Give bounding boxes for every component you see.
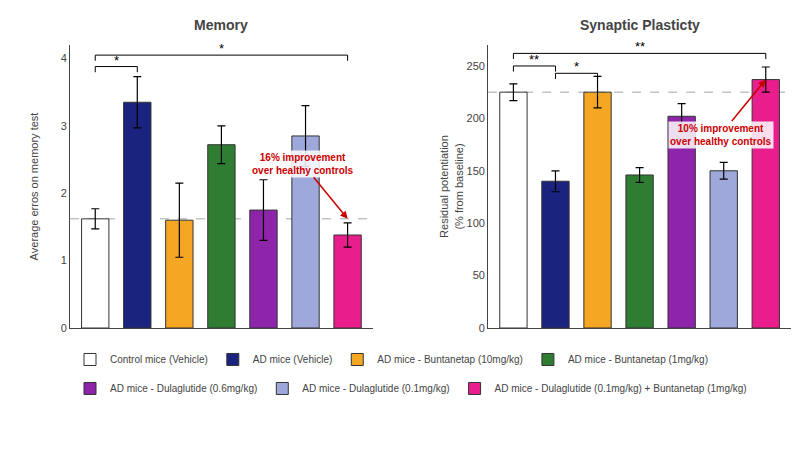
- svg-text:250: 250: [467, 60, 485, 72]
- svg-text:150: 150: [467, 165, 485, 177]
- svg-text:AD mice - Buntanetap (1mg/kg): AD mice - Buntanetap (1mg/kg): [568, 354, 708, 365]
- svg-text:Synaptic Plasticty: Synaptic Plasticty: [580, 17, 700, 33]
- svg-text:AD mice - Dulaglutide (0.1mg/k: AD mice - Dulaglutide (0.1mg/kg): [302, 383, 449, 394]
- svg-text:10% improvementover healthy co: 10% improvementover healthy controls: [670, 123, 772, 147]
- svg-text:AD mice (Vehicle): AD mice (Vehicle): [253, 354, 332, 365]
- svg-text:4: 4: [61, 52, 67, 64]
- svg-text:100: 100: [467, 217, 485, 229]
- svg-text:50: 50: [473, 269, 485, 281]
- svg-text:**: **: [529, 52, 539, 67]
- svg-text:2: 2: [61, 187, 67, 199]
- svg-text:AD mice - Buntanetap (10mg/kg): AD mice - Buntanetap (10mg/kg): [377, 354, 523, 365]
- svg-text:0: 0: [61, 322, 67, 334]
- svg-text:*: *: [114, 53, 119, 68]
- svg-text:Control mice (Vehicle): Control mice (Vehicle): [110, 354, 208, 365]
- svg-text:*: *: [574, 59, 579, 74]
- svg-text:Average erros on memory test: Average erros on memory test: [28, 113, 40, 261]
- svg-text:**: **: [635, 39, 645, 54]
- svg-text:3: 3: [61, 120, 67, 132]
- svg-text:AD mice - Dulaglutide (0.6mg/k: AD mice - Dulaglutide (0.6mg/kg): [110, 383, 257, 394]
- svg-text:1: 1: [61, 254, 67, 266]
- svg-text:AD mice - Dulaglutide (0.1mg/k: AD mice - Dulaglutide (0.1mg/kg) + Bunta…: [495, 383, 747, 394]
- svg-text:*: *: [219, 41, 224, 56]
- svg-text:16% improvementover healthy co: 16% improvementover healthy controls: [252, 152, 354, 176]
- svg-text:200: 200: [467, 112, 485, 124]
- svg-text:Residual potentiation(% from b: Residual potentiation(% from baseline): [438, 135, 464, 238]
- svg-text:0: 0: [479, 322, 485, 334]
- svg-text:Memory: Memory: [194, 17, 248, 33]
